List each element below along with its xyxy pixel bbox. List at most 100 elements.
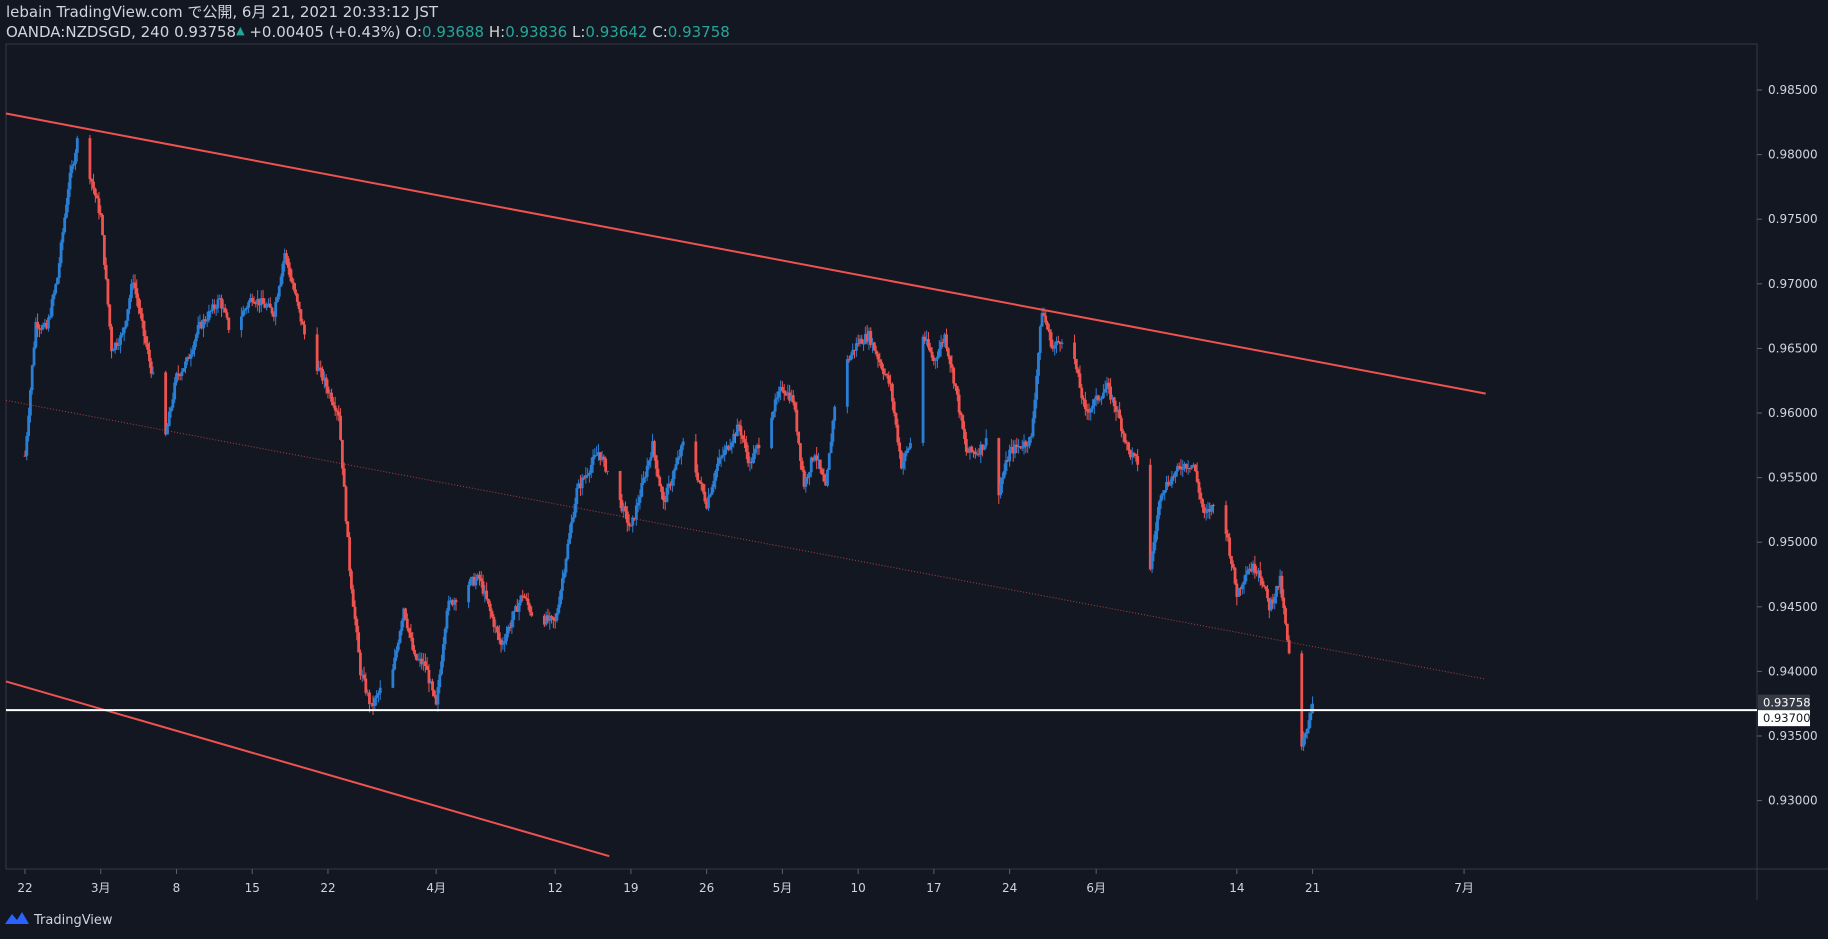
candle-up [391,669,395,688]
chart-pane[interactable] [5,43,1758,870]
candle-down [523,596,526,598]
candle-up [519,595,523,603]
candle-down [880,362,883,369]
candle-down [551,617,555,621]
candle-down [1148,464,1152,570]
candle-down [142,320,146,337]
candle-down [290,277,294,283]
candle-down [1258,570,1262,579]
candle-up [680,445,683,457]
candle-down [487,598,490,604]
candle-down [315,334,319,371]
candle-down [353,606,357,620]
candle-up [1278,575,1282,588]
candle-up [259,298,263,306]
candle-up [128,298,131,310]
candle-up [1035,375,1039,400]
candle-down [795,409,799,432]
candle-up [211,304,214,311]
candle-up [205,320,209,322]
candle-up [934,359,938,362]
symbol-label[interactable]: OANDA:NZDSGD, 240 [6,23,170,41]
candle-up [1154,530,1158,543]
candle-up [555,612,559,621]
candle-down [101,214,104,236]
time-tick-label: 15 [245,881,260,895]
candle-down [472,576,476,586]
candle-up [113,342,117,351]
candle-up [1101,392,1105,399]
price-axis[interactable]: 0.98500 0.98000 0.97500 0.97000 0.96500 0.960… [1757,83,1818,808]
candle-down [941,342,945,344]
candle-up [562,572,566,579]
price-tick-label: 0.97500 [1768,212,1818,226]
candle-up [249,298,252,303]
low-value: 0.93642 [585,23,648,41]
candle-down [955,386,959,395]
candle-up [494,626,498,628]
time-axis[interactable]: 22 3月 8 15 22 4月 12 19 26 5月 10 17 24 6月 14 21 7月 [17,869,1474,895]
candle-down [1179,466,1183,470]
candle-up [440,661,443,675]
candle-up [43,322,47,326]
candle-down [658,477,662,487]
candle-down [927,339,930,348]
candle-down [656,468,660,478]
candle-down [894,413,898,425]
candle-down [1082,398,1085,400]
candle-up [732,433,736,443]
candle-up [1204,511,1208,514]
candle-up [1089,408,1093,413]
channel-line-lower[interactable] [5,680,610,858]
drawings-layer[interactable] [5,112,1757,858]
candle-up [564,558,568,573]
candle-up [173,382,177,400]
candle-up [773,399,777,412]
candle-up [436,687,440,705]
candle-up [194,334,198,342]
candle-up [56,277,59,285]
channel-line-middle[interactable] [5,399,1486,680]
candle-up [580,477,584,489]
candle-up [1269,599,1273,611]
candle-up [32,347,36,366]
candle-down [139,307,142,314]
candle-up [281,263,285,277]
close-value: 0.93758 [667,23,730,41]
candle-up [126,309,130,321]
candle-down [1074,359,1078,370]
candle-up [979,444,983,455]
candle-up [588,472,591,475]
candle-up [151,372,155,374]
candle-down [1193,464,1197,472]
candle-up [184,361,187,369]
candle-up [813,455,817,461]
candle-down [703,491,707,502]
candle-down [627,522,631,526]
candle-down [263,303,267,308]
candle-down [479,578,483,582]
candle-down [1195,471,1199,482]
candle-up [575,488,579,505]
candle-up [1305,728,1309,734]
candle-up [120,333,124,336]
candle-down [490,611,494,617]
candle-down [620,500,624,512]
close-label: C: [652,23,668,41]
candle-up [826,469,829,486]
candle-up [597,452,600,455]
price-tick-label: 0.94000 [1768,664,1818,678]
channel-line-upper[interactable] [5,112,1486,395]
candle-up [817,459,820,461]
high-value: 0.93836 [505,23,568,41]
candle-down [743,439,746,443]
candle-up [317,367,321,371]
candle-down [45,322,49,329]
candle-up [167,411,171,427]
candle-down [734,433,737,437]
candle-down [1114,406,1118,412]
candle-up [214,308,218,310]
time-tick-label: 12 [548,881,563,895]
candle-down [757,444,761,449]
